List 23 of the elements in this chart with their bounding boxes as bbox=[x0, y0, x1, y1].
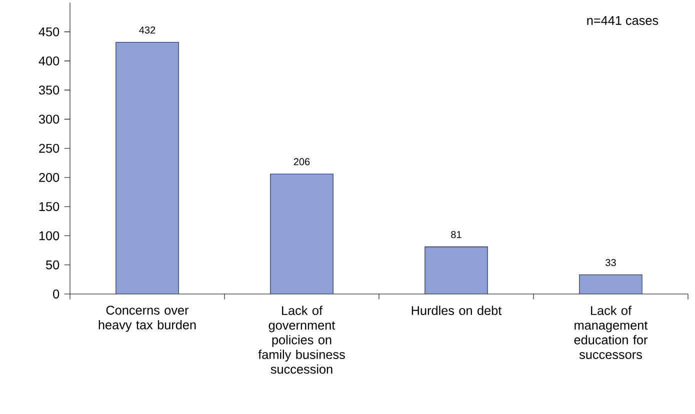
x-tick-label: Hurdles on debt bbox=[412, 306, 502, 316]
x-tick-label: Concerns over heavy tax burden bbox=[98, 306, 196, 332]
y-tick-label: 450 bbox=[38, 27, 60, 36]
data-label: 81 bbox=[451, 231, 462, 238]
data-label: 206 bbox=[294, 158, 310, 166]
bar bbox=[270, 174, 334, 294]
y-tick-label: 350 bbox=[38, 86, 60, 95]
y-tick-label: 250 bbox=[39, 144, 60, 153]
y-tick-label: 400 bbox=[38, 56, 60, 66]
y-tick-label: 50 bbox=[46, 260, 60, 270]
data-label: 33 bbox=[606, 258, 616, 266]
data-label: 432 bbox=[139, 26, 156, 34]
y-tick-label: 150 bbox=[39, 202, 60, 212]
y-tick-label: 100 bbox=[39, 231, 60, 240]
bar bbox=[579, 274, 642, 294]
annotation: n=441 cases bbox=[587, 16, 658, 25]
y-tick-label: 200 bbox=[39, 172, 60, 182]
bar bbox=[424, 246, 488, 294]
x-tick-label: Lack of government policies on family business succession bbox=[258, 306, 345, 374]
y-tick-label: 0 bbox=[53, 290, 60, 298]
bar bbox=[116, 42, 179, 294]
x-tick-label: Lack of management education for successors bbox=[574, 306, 648, 360]
y-tick-label: 300 bbox=[38, 114, 60, 124]
